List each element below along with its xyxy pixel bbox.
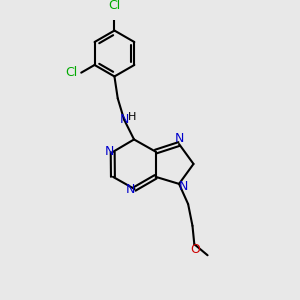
Text: N: N (120, 113, 129, 126)
Text: H: H (128, 112, 136, 122)
Text: N: N (105, 145, 114, 158)
Text: Cl: Cl (66, 66, 78, 79)
Text: Cl: Cl (108, 0, 121, 11)
Text: N: N (179, 180, 188, 193)
Text: N: N (175, 133, 184, 146)
Text: N: N (126, 183, 135, 196)
Text: O: O (190, 243, 200, 256)
